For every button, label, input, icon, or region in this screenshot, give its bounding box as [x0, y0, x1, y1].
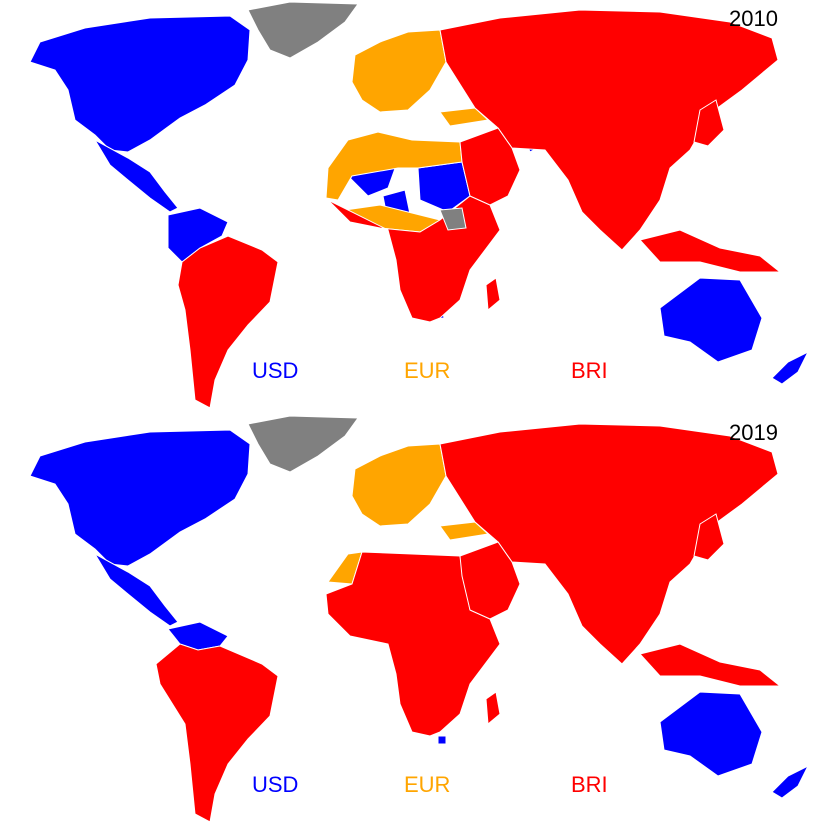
southeast-asia-islands	[639, 643, 782, 687]
nodata-regions-2019	[247, 415, 359, 473]
greenland	[247, 415, 359, 473]
legend-bri-label: BRI	[571, 358, 608, 383]
northern-south-america	[167, 207, 229, 263]
north-america	[29, 429, 251, 567]
year-label: 2010	[729, 6, 778, 31]
madagascar	[485, 277, 501, 312]
central-america	[93, 138, 179, 213]
nodata-regions-2010	[247, 1, 467, 231]
new-zealand	[771, 350, 810, 385]
europe	[351, 29, 447, 113]
japan	[693, 99, 725, 147]
bri-regions-2010	[177, 9, 782, 409]
south-america-bri	[155, 643, 279, 823]
map-2010: 2010 USD EUR BRI	[0, 0, 814, 413]
map-2019: 2019 USD EUR BRI	[0, 414, 814, 827]
north-america	[29, 15, 251, 153]
legend-bri-label: BRI	[571, 772, 608, 797]
legend-usd-label: USD	[252, 358, 299, 383]
central-america	[93, 552, 179, 627]
australia	[659, 691, 763, 777]
south-america-bri	[177, 235, 279, 409]
southeast-asia-islands	[639, 229, 782, 273]
europe	[351, 443, 447, 527]
turkey-eur	[439, 521, 490, 541]
year-label: 2019	[729, 420, 778, 445]
legend-eur-label: EUR	[404, 772, 451, 797]
madagascar	[485, 691, 501, 726]
usd-regions-2019	[29, 429, 810, 799]
japan	[693, 513, 725, 561]
turkey-eur	[439, 107, 490, 127]
legend-eur-label: EUR	[404, 358, 451, 383]
north-africa-eur	[325, 131, 463, 201]
australia	[659, 277, 763, 363]
world-map-2010	[29, 1, 810, 409]
world-map-2019	[29, 415, 810, 823]
legend-usd-label: USD	[252, 772, 299, 797]
new-zealand	[771, 764, 810, 799]
greenland	[247, 1, 359, 59]
zimbabwe-usd	[437, 735, 447, 745]
middle-east-bri	[459, 541, 521, 620]
south-sudan	[439, 207, 467, 231]
eur-regions-2019	[327, 443, 490, 585]
usd-regions-2010	[29, 15, 810, 385]
middle-east-bri	[459, 127, 521, 206]
bri-regions-2019	[155, 423, 782, 823]
